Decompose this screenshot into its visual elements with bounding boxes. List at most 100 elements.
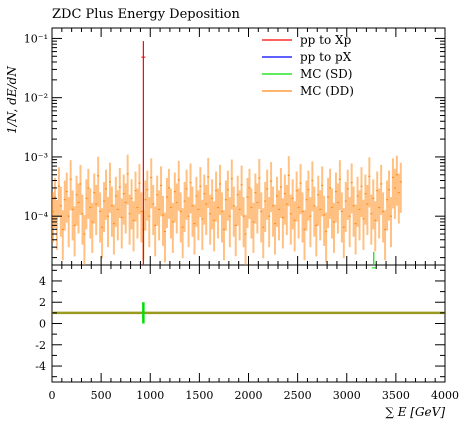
y-axis-ticks-top: 10⁻¹ 10⁻² 10⁻³ 10⁻⁴ bbox=[24, 32, 445, 259]
mc-dd-error-band bbox=[274, 204, 277, 255]
mc-dd-error-band bbox=[65, 172, 68, 223]
mc-dd-error-band bbox=[193, 204, 196, 255]
mc-dd-error-band bbox=[393, 168, 396, 219]
mc-dd-error-band bbox=[203, 174, 206, 225]
mc-dd-error-band bbox=[329, 168, 332, 219]
mc-dd-error-band bbox=[382, 192, 385, 243]
mc-dd-error-band bbox=[232, 186, 235, 237]
x-tick-label: 3000 bbox=[333, 389, 361, 402]
mc-dd-error-band bbox=[319, 190, 322, 241]
mc-dd-error-band bbox=[87, 168, 90, 219]
mc-dd-error-band bbox=[256, 183, 259, 234]
mc-dd-error-band bbox=[242, 197, 245, 248]
mc-dd-error-band bbox=[110, 186, 113, 237]
mc-dd-error-band bbox=[63, 180, 66, 231]
mc-dd-error-band bbox=[140, 192, 143, 243]
mc-dd-error-band bbox=[187, 197, 190, 248]
x-tick-label: 2500 bbox=[284, 389, 312, 402]
x-tick-label: 1000 bbox=[136, 389, 164, 402]
mc-dd-error-band bbox=[195, 176, 198, 227]
mc-dd-error-band bbox=[199, 167, 202, 218]
mc-dd-error-band bbox=[376, 171, 379, 222]
mc-dd-error-band bbox=[289, 194, 292, 245]
mc-dd-error-band bbox=[75, 175, 78, 226]
mc-dd-error-band bbox=[185, 169, 188, 220]
mc-dd-error-band bbox=[315, 206, 318, 257]
mc-dd-error-band bbox=[154, 206, 157, 257]
mc-dd-error-band bbox=[352, 186, 355, 237]
mc-dd-error-band bbox=[105, 169, 108, 220]
y-tick-label-top: 10⁻² bbox=[24, 92, 48, 105]
legend-label: pp to Xp bbox=[300, 33, 352, 47]
mc-dd-error-band bbox=[220, 192, 223, 243]
mc-dd-error-band bbox=[272, 186, 275, 237]
mc-dd-error-band bbox=[215, 171, 218, 222]
mc-dd-error-band bbox=[230, 159, 233, 210]
mc-dd-error-band bbox=[213, 201, 216, 252]
mc-dd-error-band bbox=[279, 167, 282, 219]
mc-dd-error-band bbox=[389, 197, 392, 248]
mc-dd-error-band bbox=[201, 199, 204, 250]
mc-dd-error-band bbox=[323, 195, 326, 246]
mc-dd-error-band bbox=[95, 184, 98, 236]
mc-dd-error-band bbox=[391, 158, 394, 209]
mc-dd-error-band bbox=[144, 180, 147, 231]
mc-dd-error-band bbox=[252, 202, 255, 253]
mc-dd-error-band bbox=[307, 170, 310, 221]
mc-dd-error-band bbox=[189, 163, 192, 214]
mc-dd-error-band bbox=[317, 175, 320, 226]
x-tick-label: 1500 bbox=[185, 389, 213, 402]
mc-dd-error-band bbox=[248, 168, 251, 219]
mc-dd-error-band bbox=[167, 168, 170, 219]
mc-dd-error-band bbox=[126, 154, 129, 205]
mc-dd-error-band bbox=[331, 188, 333, 239]
mc-dd-error-band bbox=[342, 208, 345, 259]
mc-dd-error-band bbox=[362, 199, 365, 250]
mc-dd-error-band bbox=[299, 164, 302, 215]
mc-dd-error-band bbox=[303, 210, 306, 261]
y-tick-label-bottom: 0 bbox=[39, 318, 46, 331]
mc-dd-error-band bbox=[150, 158, 153, 209]
mc-dd-error-band bbox=[313, 186, 316, 237]
mc-dd-error-band bbox=[156, 175, 159, 226]
mc-dd-error-band bbox=[83, 214, 86, 265]
mc-dd-error-band bbox=[138, 164, 141, 215]
mc-dd-error-band bbox=[368, 157, 371, 208]
mc-dd-error-band bbox=[364, 174, 367, 225]
mc-dd-error-band bbox=[346, 169, 349, 220]
mc-dd-error-band bbox=[228, 197, 231, 248]
mc-dd-error-band bbox=[238, 190, 241, 241]
mc-dd-error-band bbox=[148, 197, 151, 248]
x-tick-label: 0 bbox=[49, 389, 56, 402]
legend: pp to Xp pp to pX MC (SD) MC (DD) bbox=[262, 33, 354, 98]
mc-dd-error-band bbox=[209, 194, 212, 245]
mc-dd-error-band bbox=[234, 206, 237, 257]
mc-dd-error-band bbox=[397, 173, 400, 224]
mc-dd-error-band bbox=[55, 199, 58, 250]
mc-dd-error-band bbox=[146, 170, 149, 221]
data-series-group bbox=[141, 41, 376, 269]
mc-dd-error-band bbox=[325, 212, 328, 263]
mc-dd-error-band bbox=[344, 181, 347, 233]
mc-dd-error-band bbox=[336, 183, 339, 234]
mc-dd-error-band bbox=[107, 197, 109, 248]
mc-dd-error-band bbox=[116, 190, 119, 241]
mc-dd-error-band bbox=[291, 179, 294, 230]
mc-dd-error-band bbox=[101, 208, 104, 259]
mc-dd-error-band bbox=[399, 162, 402, 213]
mc-dd-error-band bbox=[205, 184, 208, 236]
mc-dd-error-band bbox=[293, 201, 296, 252]
mc-dd-error-band bbox=[295, 171, 298, 222]
mc-dd-error-band bbox=[240, 165, 243, 216]
mc-dd-error-band bbox=[360, 167, 363, 218]
mc-dd-error-band bbox=[164, 212, 166, 263]
mc-dd-error-band bbox=[71, 190, 74, 241]
mc-dd-series bbox=[52, 154, 402, 265]
mc-dd-error-band bbox=[236, 175, 239, 226]
x-axis-label: ∑ E [GeV] bbox=[385, 405, 445, 419]
mc-dd-error-band bbox=[250, 188, 253, 239]
mc-dd-error-band bbox=[57, 167, 60, 218]
legend-label: MC (DD) bbox=[300, 84, 354, 98]
mc-dd-error-band bbox=[226, 170, 229, 221]
mc-dd-error-band bbox=[191, 186, 194, 237]
